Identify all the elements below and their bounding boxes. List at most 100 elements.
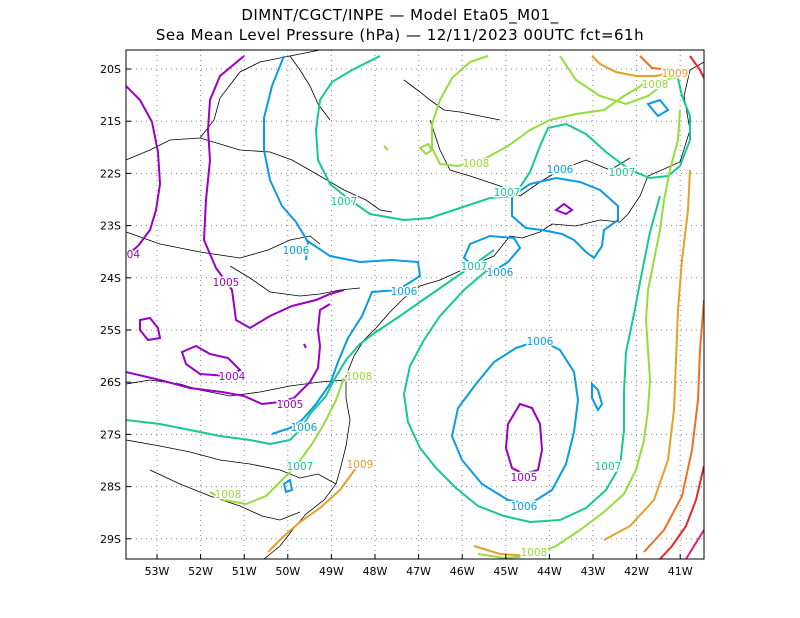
x-axis: 53W 52W 51W 50W 49W 48W 47W 46W 45W 44W 43W 42W 41W: [145, 554, 693, 578]
isobar-1007: [402, 195, 661, 524]
y-tick-label: 28S: [100, 481, 121, 494]
isobar-1008: [418, 142, 434, 156]
contour-label-1006: 1006: [511, 501, 538, 513]
x-tick-label: 45W: [493, 565, 518, 578]
contour-label-1008: 1008: [346, 371, 373, 383]
y-tick-label: 26S: [100, 376, 121, 389]
isobar-1006: [511, 176, 619, 260]
contour-label-1007: 1007: [609, 167, 636, 179]
contour-label-1009: 1009: [662, 68, 689, 80]
contour-label-1007: 1007: [287, 461, 314, 473]
contour-label-1005: 1005: [277, 399, 304, 411]
isobar-1005: [126, 303, 331, 406]
x-tick-label: 43W: [581, 565, 606, 578]
x-tick-label: 52W: [188, 565, 213, 578]
isobar-1009: [267, 467, 357, 553]
contour-label-004: 004: [120, 249, 140, 261]
border-north: [126, 50, 321, 161]
contour-label-1007: 1007: [595, 461, 622, 473]
river-1: [289, 55, 331, 121]
x-tick-label: 51W: [232, 565, 257, 578]
isobar-1011: [659, 465, 704, 559]
contour-label-1007: 1007: [331, 196, 358, 208]
isobar-1006: [591, 381, 604, 412]
x-tick-label: 44W: [537, 565, 562, 578]
contour-label-1009: 1009: [347, 459, 374, 471]
y-tick-label: 29S: [100, 533, 121, 546]
contour-label-1006: 1006: [527, 336, 554, 348]
border-rj: [429, 119, 631, 197]
contour-label-1007: 1007: [461, 261, 488, 273]
contour-label-1007: 1007: [494, 187, 521, 199]
x-tick-label: 48W: [363, 565, 388, 578]
isobar-1005: [303, 343, 307, 349]
contour-label-1006: 1006: [391, 286, 418, 298]
title-line-2: Sea Mean Level Pressure (hPa) — 12/11/20…: [155, 26, 645, 44]
isobars: [126, 55, 704, 559]
isobar-1011: [689, 55, 704, 79]
y-tick-label: 20S: [100, 63, 121, 76]
isobar-1010: [643, 299, 704, 553]
isobar-1012: [685, 529, 704, 559]
x-tick-label: 49W: [319, 565, 344, 578]
isobar-1004: [139, 316, 162, 342]
isobar-1007: [314, 55, 691, 222]
lake-region: [403, 79, 501, 121]
x-tick-label: 46W: [450, 565, 475, 578]
x-tick-label: 53W: [145, 565, 170, 578]
plot-frame: [125, 49, 705, 560]
isobar-1004: [126, 85, 162, 257]
contour-label-1008: 1008: [463, 158, 490, 170]
border-mg-sp: [199, 137, 393, 213]
contour-label-1008: 1008: [642, 79, 669, 91]
isobar-1006: [271, 239, 422, 435]
y-tick-label: 27S: [100, 428, 121, 441]
y-axis: 20S 21S 22S 23S 24S 25S 26S 27S 28S 29S: [100, 63, 131, 546]
isobar-1006: [646, 98, 670, 118]
contour-label-1006: 1006: [283, 245, 310, 257]
isobar-1006: [450, 338, 580, 506]
border-pr: [126, 231, 321, 259]
isobar-1007: [126, 249, 495, 446]
contour-label-1006: 1006: [291, 422, 318, 434]
y-tick-label: 23S: [100, 220, 121, 233]
y-tick-label: 25S: [100, 324, 121, 337]
isobar-1009: [603, 169, 691, 541]
isobar-1008: [477, 109, 681, 559]
contour-label-1004: 1004: [219, 371, 246, 383]
isobar-1005: [202, 55, 345, 330]
y-tick-label: 22S: [100, 167, 121, 180]
border-rs-west: [149, 469, 301, 521]
title-line-1: DIMNT/CGCT/INPE — Model Eta05_M01_: [241, 6, 559, 24]
contour-label-1005: 1005: [511, 472, 538, 484]
contour-label-1006: 1006: [487, 267, 514, 279]
contour-label-1005: 1005: [213, 277, 240, 289]
isobar-1006: [462, 234, 522, 274]
isobar-1009: [473, 545, 531, 557]
isobar-1008: [559, 55, 665, 106]
isobar-1009: [591, 55, 677, 77]
isobar-1008: [209, 377, 345, 506]
x-tick-label: 41W: [668, 565, 693, 578]
x-tick-label: 47W: [406, 565, 431, 578]
y-tick-label: 21S: [100, 115, 121, 128]
contour-label-1008: 1008: [215, 489, 242, 501]
isobar-1010: [639, 55, 673, 71]
isobar-1005: [553, 202, 574, 216]
x-tick-label: 42W: [624, 565, 649, 578]
y-tick-label: 24S: [100, 272, 121, 285]
border-sc-rs: [126, 439, 337, 485]
isobar-1004: [180, 344, 242, 378]
isobar-1006: [263, 55, 310, 261]
x-tick-label: 50W: [275, 565, 300, 578]
border-sp-pr: [229, 265, 361, 297]
isobar-1008: [383, 145, 389, 151]
contour-label-1006: 1006: [547, 164, 574, 176]
isobar-1006: [282, 478, 294, 494]
contour-label-1008: 1008: [521, 547, 548, 559]
coastline-main: [263, 61, 704, 559]
isobar-1008: [431, 55, 687, 168]
isobar-1005: [504, 402, 544, 476]
